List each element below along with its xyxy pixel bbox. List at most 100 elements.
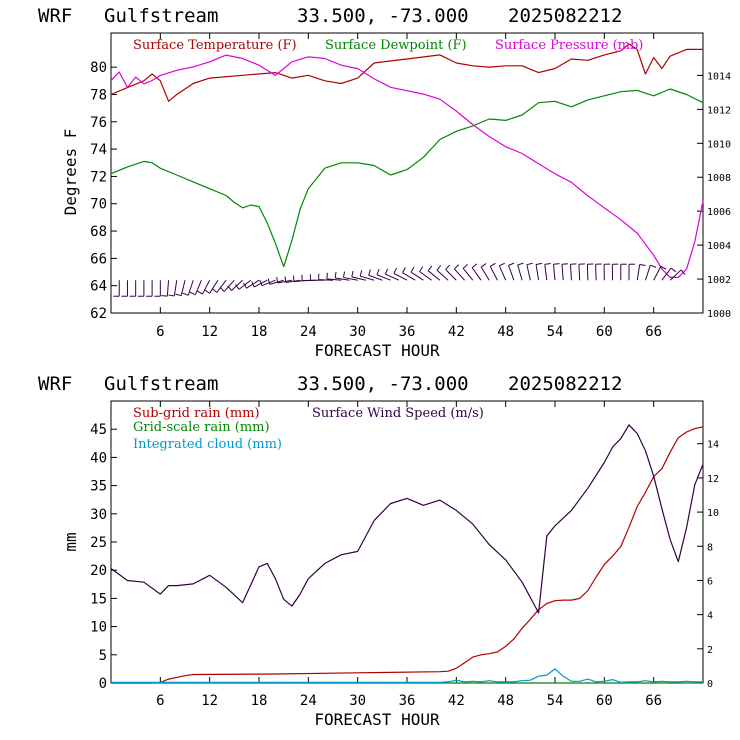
wind-barb xyxy=(113,280,120,297)
y-left-tick-label: 45 xyxy=(90,422,107,438)
x-tick-label: 24 xyxy=(300,693,317,709)
wind-barb-staff xyxy=(318,279,334,281)
y-left-tick-label: 40 xyxy=(90,450,107,466)
wind-barb-staff xyxy=(393,273,408,281)
y-right-tick-label: 2 xyxy=(707,645,713,656)
panel1-model: WRF xyxy=(38,5,72,27)
wind-barb xyxy=(284,276,301,283)
wind-barb xyxy=(318,273,334,281)
x-tick-label: 54 xyxy=(547,693,564,709)
wind-barb xyxy=(402,267,416,281)
wind-barb-flag xyxy=(517,262,524,266)
x-tick-label: 18 xyxy=(251,693,268,709)
wind-barb-staff xyxy=(526,264,531,281)
wind-barb-flag xyxy=(243,282,247,289)
y-right-tick-label: 1008 xyxy=(707,173,731,184)
wind-barb xyxy=(603,263,611,281)
wind-barb xyxy=(517,262,524,281)
wind-barb-staff xyxy=(445,269,457,281)
x-tick-label: 66 xyxy=(645,324,662,340)
wind-barb xyxy=(376,268,391,281)
wind-barb-staff xyxy=(194,280,202,295)
wind-barb-flag xyxy=(480,263,487,268)
wind-barb-flag xyxy=(393,267,397,274)
wind-barb xyxy=(393,267,408,281)
y-right-tick-label: 12 xyxy=(707,474,719,485)
wind-barb-flag xyxy=(670,267,677,273)
wind-barb-staff xyxy=(561,264,564,281)
y-left-tick-label: 62 xyxy=(90,306,107,322)
wind-barb-staff xyxy=(343,276,358,281)
wind-barb-staff xyxy=(202,279,211,295)
wind-barb-flag xyxy=(211,288,218,293)
wind-barb-staff xyxy=(360,275,375,281)
wind-barb-flag xyxy=(351,270,354,277)
wind-barb-flag xyxy=(526,262,533,266)
y-left-tick-label: 20 xyxy=(90,563,107,579)
wind-barb-flag xyxy=(204,289,210,294)
wind-barb-flag xyxy=(368,269,371,276)
x-tick-label: 48 xyxy=(497,693,514,709)
wind-barb xyxy=(471,263,482,281)
y-right-tick-label: 8 xyxy=(707,542,713,553)
wind-barbs xyxy=(113,262,686,297)
wind-barb xyxy=(595,263,602,281)
rain-wind-chart: 6 12 18 24 30 36 42 48 54 60 660510152025303540450… xyxy=(61,400,719,729)
wind-barb-flag xyxy=(427,265,433,272)
panel2-header: WRF Gulfstream 33.500, -73.000 202508221… xyxy=(38,373,622,395)
wind-barb-staff xyxy=(508,265,515,281)
wind-barb-staff xyxy=(436,269,449,281)
x-tick-label: 24 xyxy=(300,324,317,340)
x-tick-label: 12 xyxy=(201,693,218,709)
wind-barb xyxy=(197,279,211,295)
temperature-chart: 6 12 18 24 30 36 42 48 54 60 66 62 64 66 68 70 72 74 76 78 8… xyxy=(61,32,731,360)
wind-barb xyxy=(644,264,657,281)
x-tick-label: 42 xyxy=(448,693,465,709)
series-line-surface-wind-speed-m-s xyxy=(110,424,704,614)
series-line-surface-dewpoint-f xyxy=(110,88,704,268)
x-tick-label: 36 xyxy=(399,693,416,709)
wind-barb-flag xyxy=(471,263,478,269)
wind-barb xyxy=(669,269,686,281)
wind-barb-staff xyxy=(595,264,597,281)
legend-entry: Surface Temperature (F) xyxy=(133,38,297,53)
wind-barb xyxy=(137,280,145,297)
wind-barb-flag xyxy=(553,263,560,265)
plot-frame xyxy=(110,32,704,314)
wind-barb xyxy=(489,262,498,281)
y-right-tick-label: 1006 xyxy=(707,207,731,218)
wind-barb xyxy=(569,263,577,281)
wind-barb-flag xyxy=(508,262,515,266)
wind-barb-staff xyxy=(669,269,682,281)
wind-barb-flag xyxy=(197,290,203,295)
wind-barb-staff xyxy=(385,273,399,281)
wind-barb-staff xyxy=(661,267,672,281)
wind-barb-staff xyxy=(368,274,383,281)
wind-barb xyxy=(259,279,276,287)
wind-barb-flag xyxy=(544,263,551,265)
wind-barb xyxy=(211,279,227,293)
series-line-surface-temperature-f xyxy=(110,43,703,102)
wind-barb-staff xyxy=(187,280,194,296)
wind-barb xyxy=(189,280,202,296)
y-right-tick-label: 14 xyxy=(707,440,719,451)
wind-barb xyxy=(508,262,515,281)
wind-barb-flag xyxy=(251,281,255,288)
wind-barb xyxy=(454,264,465,281)
wind-barb-staff xyxy=(402,272,416,281)
wind-barb-staff xyxy=(335,277,350,281)
wind-barb xyxy=(129,280,137,297)
wind-barb-flag xyxy=(182,292,189,296)
wind-barb-flag xyxy=(454,264,459,270)
legend-entry: Grid-scale rain (mm) xyxy=(133,420,270,435)
wind-barb-staff xyxy=(578,264,581,281)
wind-barb-staff xyxy=(231,279,243,291)
y-axis-label: Degrees F xyxy=(61,129,80,216)
wind-barb xyxy=(276,277,292,284)
wind-barb-staff xyxy=(544,264,548,281)
x-tick-label: 18 xyxy=(251,324,268,340)
wind-barb-flag xyxy=(639,263,646,266)
y-left-tick-label: 15 xyxy=(90,591,107,607)
wind-barb xyxy=(636,263,646,281)
